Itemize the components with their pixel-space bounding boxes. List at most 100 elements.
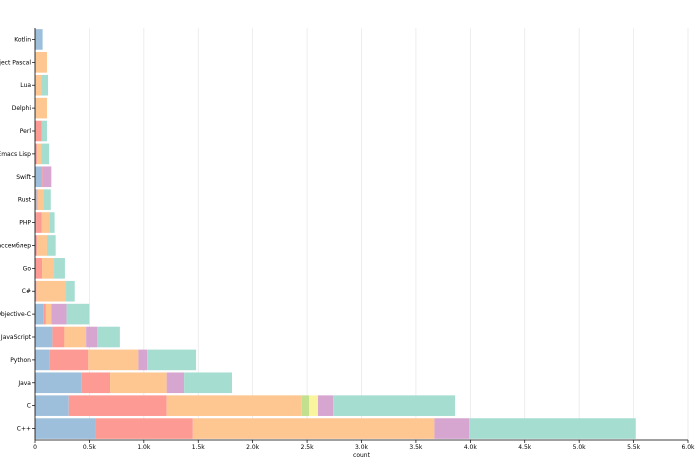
y-tick-label: Emacs Lisp bbox=[0, 151, 31, 158]
bar-segment-blue bbox=[35, 349, 50, 371]
bar-segment-orange bbox=[110, 372, 167, 394]
bar-segment-orange bbox=[166, 395, 302, 416]
x-tick-label: 4.5k bbox=[518, 444, 532, 451]
bar-segment-teal bbox=[49, 212, 55, 233]
bar-layer bbox=[35, 29, 636, 439]
bar-segment-teal bbox=[41, 120, 47, 142]
bar-segment-red bbox=[95, 418, 193, 439]
bar-segment-orange bbox=[35, 97, 47, 119]
bar-segment-blue bbox=[35, 235, 37, 256]
bar-segment-red bbox=[43, 303, 46, 325]
bar-segment-teal bbox=[43, 189, 51, 210]
y-tick-layer: C++ C Java Python JavaScript Objective-C C# Go а… bbox=[0, 36, 35, 433]
x-tick-label: 4.0k bbox=[464, 444, 478, 451]
y-tick-label: Python bbox=[10, 357, 31, 364]
bar-segment-orange bbox=[35, 74, 42, 96]
bar-segment-red bbox=[36, 235, 38, 256]
bar-segment-purple bbox=[166, 372, 185, 394]
bar-segment-blue bbox=[35, 418, 96, 439]
x-tick-label: 6.0k bbox=[681, 444, 695, 451]
bar-segment-red bbox=[81, 372, 111, 394]
y-tick-label: Go bbox=[23, 265, 32, 272]
bar-segment-purple bbox=[42, 166, 52, 188]
x-tick-label: 5.5k bbox=[627, 444, 641, 451]
x-tick-label: 5.0k bbox=[573, 444, 587, 451]
x-axis-title: count bbox=[353, 452, 371, 459]
bar-segment-orange bbox=[45, 303, 52, 325]
bar-segment-purple bbox=[86, 326, 98, 348]
bar-segment-red bbox=[52, 326, 65, 348]
y-tick-label: Perl bbox=[20, 128, 32, 135]
y-tick-label: Swift bbox=[16, 174, 31, 181]
bar-segment-blue bbox=[35, 303, 44, 325]
y-tick-label: Rust bbox=[18, 197, 32, 204]
bar-segment-red bbox=[49, 349, 89, 371]
bar-segment-red bbox=[36, 280, 37, 302]
bar-segment-teal bbox=[147, 349, 197, 371]
bar-segment-teal bbox=[333, 395, 456, 416]
bar-segment-blue bbox=[35, 189, 37, 210]
bar-segment-teal bbox=[97, 326, 120, 348]
bar-segment-yellow bbox=[309, 395, 318, 416]
bar-segment-teal bbox=[66, 303, 90, 325]
x-tick-label: 1.5k bbox=[192, 444, 206, 451]
bar-segment-red bbox=[36, 212, 42, 233]
x-tick-label: 2.5k bbox=[301, 444, 315, 451]
bar-segment-orange bbox=[64, 326, 87, 348]
bar-segment-orange bbox=[88, 349, 139, 371]
bar-segment-blue bbox=[35, 143, 37, 165]
bar-segment-blue bbox=[35, 212, 37, 233]
y-tick-label: Delphi bbox=[12, 105, 32, 112]
bar-segment-red bbox=[68, 395, 167, 416]
bar-segment-orange bbox=[42, 258, 55, 279]
bar-segment-blue bbox=[35, 280, 37, 302]
bar-segment-red bbox=[35, 120, 42, 142]
bar-segment-red bbox=[35, 258, 43, 279]
bar-segment-orange bbox=[37, 143, 42, 165]
x-tick-label: 3.0k bbox=[355, 444, 369, 451]
bar-segment-blue bbox=[35, 326, 53, 348]
bar-segment-blue bbox=[35, 395, 69, 416]
bar-segment-green bbox=[301, 395, 310, 416]
bar-segment-red bbox=[41, 166, 43, 188]
bar-segment-teal bbox=[41, 143, 50, 165]
y-tick-label: PHP bbox=[19, 220, 31, 227]
y-tick-label: Java bbox=[17, 380, 31, 387]
bar-segment-purple bbox=[138, 349, 148, 371]
bar-segment-orange bbox=[41, 212, 50, 233]
bar-segment-red bbox=[36, 143, 38, 165]
y-tick-label: C# bbox=[22, 288, 31, 295]
bar-segment-blue bbox=[35, 372, 82, 394]
x-tick-label: 0.5k bbox=[83, 444, 97, 451]
grid-layer bbox=[89, 28, 689, 440]
x-tick-layer: 0 0.5k 1.0k 1.5k 2.0k 2.5k 3.0k 3.5k 4.0k 4.5k 5.0… bbox=[33, 440, 695, 451]
x-tick-label: 3.5k bbox=[409, 444, 423, 451]
bar-segment-red bbox=[36, 189, 38, 210]
bar-segment-orange bbox=[37, 235, 47, 256]
bar-segment-purple bbox=[51, 303, 67, 325]
bar-segment-teal bbox=[184, 372, 232, 394]
x-tick-label: 2.0k bbox=[246, 444, 260, 451]
y-tick-label: Kotlin bbox=[14, 36, 31, 43]
bar-segment-orange bbox=[37, 189, 44, 210]
x-tick-label: 1.0k bbox=[137, 444, 151, 451]
bar-segment-purple bbox=[317, 395, 334, 416]
x-tick-label: 0 bbox=[33, 444, 37, 451]
bar-segment-teal bbox=[54, 258, 65, 279]
y-tick-label: JavaScript bbox=[0, 334, 32, 341]
y-tick-label: Object Pascal bbox=[0, 59, 31, 66]
bar-segment-teal bbox=[469, 418, 636, 439]
bar-segment-teal bbox=[46, 235, 56, 256]
bar-segment-blue bbox=[35, 166, 42, 188]
bar-segment-orange bbox=[35, 52, 47, 73]
bar-segment-teal bbox=[41, 74, 49, 96]
bar-segment-orange bbox=[192, 418, 435, 439]
bar-segment-teal bbox=[66, 280, 75, 302]
bar-segment-blue bbox=[35, 29, 43, 50]
y-tick-label: C++ bbox=[17, 426, 31, 433]
y-tick-label: Lua bbox=[20, 82, 31, 89]
bar-segment-purple bbox=[434, 418, 470, 439]
bar-segment-orange bbox=[36, 280, 67, 302]
